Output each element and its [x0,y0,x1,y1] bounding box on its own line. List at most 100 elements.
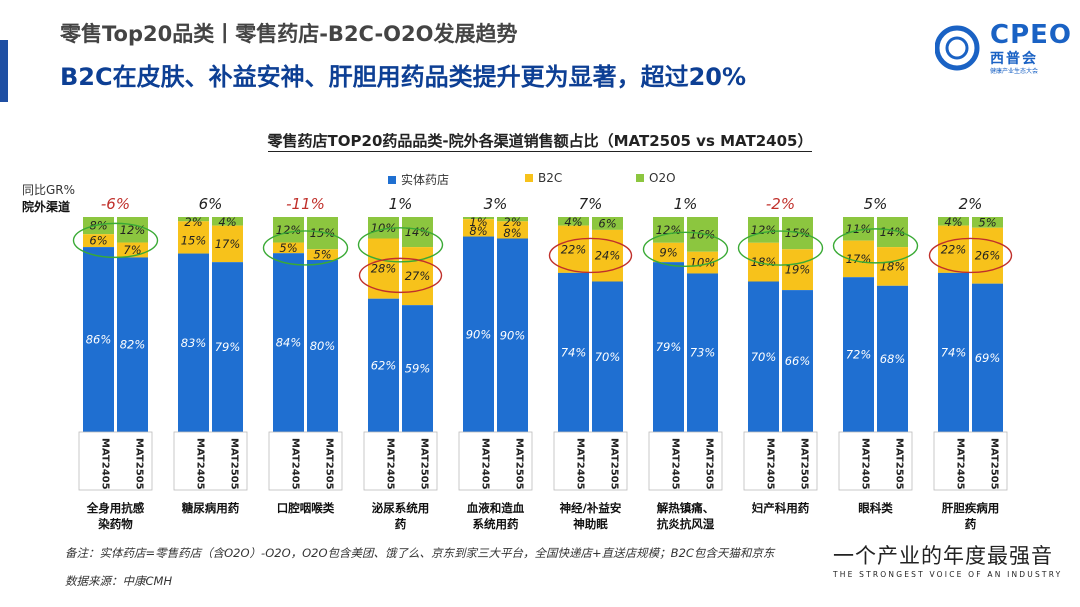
category-name-9-1: 药 [965,517,977,531]
bar-b2c-5-0 [558,225,589,273]
slogan-en: THE STRONGEST VOICE OF AN INDUSTRY [833,570,1063,579]
legend-store: 实体药店 [388,171,449,188]
period-label-7-1: MAT2505 [799,438,810,490]
bar-o2o-0-0 [83,217,114,235]
cpeo-logo-icon [935,25,980,71]
bar-b2c-0-0 [83,234,114,248]
period-label-2-1: MAT2505 [324,438,335,490]
period-label-8-1: MAT2505 [894,438,905,490]
accent-bar [0,40,8,102]
period-label-0-1: MAT2505 [134,438,145,490]
bar-b2c-7-1 [782,249,813,291]
gr-label-7: -2% [766,195,795,213]
logo-sub: 健康产业生态大会 [990,68,1039,75]
bar-o2o-5-1 [592,217,623,230]
bar-store-1-0 [178,253,209,432]
bar-o2o-2-1 [307,217,338,250]
period-label-9-1: MAT2505 [989,438,1000,490]
bar-b2c-4-1 [497,221,528,239]
label-o2o-0-0: 8% [89,219,107,233]
bar-store-6-1 [687,273,718,432]
bar-store-2-0 [273,253,304,432]
bar-store-7-1 [782,290,813,432]
category-box-9 [933,431,1008,491]
category-name-2-0: 口腔咽喉类 [277,501,335,515]
label-store-7-1: 66% [785,354,811,368]
header-title: 零售Top20品类丨零售药店-B2C-O2O发展趋势 [60,22,518,46]
bar-o2o-7-0 [748,217,779,243]
category-name-4-1: 系统用药 [473,517,519,531]
gr-label-0: -6% [101,195,130,213]
label-b2c-7-1: 19% [785,263,811,277]
label-store-7-0: 70% [751,350,777,364]
category-name-0-0: 全身用抗感 [86,501,145,515]
channel-label: 院外渠道 [22,200,71,214]
label-o2o-9-0: 4% [944,215,962,229]
footer-note: 备注：实体药店=零售药店（含O2O）-O2O，O2O包含美团、饿了么、京东到家三… [65,546,775,560]
label-b2c-5-0: 22% [561,242,587,256]
period-label-4-1: MAT2505 [514,438,525,490]
bar-o2o-4-1 [497,217,528,222]
label-store-1-0: 83% [181,336,207,350]
period-label-5-1: MAT2505 [609,438,620,490]
bar-o2o-4-0 [463,217,494,220]
bar-store-8-0 [843,277,874,432]
highlight-ellipse-red-3 [358,257,443,294]
label-b2c-0-1: 7% [123,243,141,257]
label-store-6-1: 73% [690,346,716,360]
period-label-8-0: MAT2405 [860,438,871,490]
period-label-2-0: MAT2405 [290,438,301,490]
label-b2c-2-0: 5% [279,241,297,255]
bar-b2c-7-0 [748,242,779,282]
bar-b2c-2-1 [307,249,338,260]
label-store-3-1: 59% [405,362,431,376]
category-name-9-0: 肝胆疾病用 [942,501,1000,515]
bar-store-9-0 [938,272,969,432]
period-label-5-0: MAT2405 [575,438,586,490]
period-label-7-0: MAT2405 [765,438,776,490]
highlight-ellipse-green-0 [72,222,159,259]
period-label-1-0: MAT2405 [195,438,206,490]
label-b2c-9-1: 26% [975,249,1001,263]
bar-store-1-1 [212,262,243,432]
bar-o2o-3-0 [368,217,399,239]
bar-o2o-8-1 [877,217,908,248]
label-store-5-0: 74% [561,345,587,359]
label-store-9-0: 74% [941,345,967,359]
label-b2c-1-0: 15% [181,233,207,247]
label-o2o-2-1: 15% [310,226,336,240]
label-o2o-1-0: 2% [184,215,202,229]
period-label-1-1: MAT2505 [229,438,240,490]
highlight-ellipse-red-5 [548,237,633,274]
bar-b2c-1-1 [212,225,243,263]
bar-store-2-1 [307,260,338,432]
bar-store-8-1 [877,285,908,432]
bar-o2o-9-0 [938,217,969,226]
gr-label-8: 5% [864,195,888,213]
highlight-ellipse-red-9 [928,237,1013,274]
category-name-6-1: 抗炎抗风湿 [657,517,715,531]
header-subtitle: B2C在皮肤、补益安神、肝胆用药品类提升更为显著，超过20% [60,63,747,91]
period-label-0-0: MAT2405 [100,438,111,490]
gr-label-5: 7% [579,195,603,213]
label-b2c-3-1: 27% [405,269,431,283]
label-o2o-1-1: 4% [218,215,236,229]
label-o2o-4-1: 2% [503,215,521,229]
label-store-8-1: 68% [880,352,906,366]
slogan: 一个产业的年度最强音 [833,544,1053,568]
bar-store-3-1 [402,305,433,432]
category-box-6 [648,431,723,491]
bar-o2o-1-0 [178,217,209,222]
label-b2c-7-0: 18% [751,255,777,269]
category-name-7-0: 妇产科用药 [751,501,810,515]
bar-store-0-1 [117,257,148,432]
bar-store-3-0 [368,298,399,432]
chart-title: 零售药店TOP20药品品类-院外各渠道销售额占比（MAT2505 vs MAT2… [267,132,813,152]
bar-store-9-1 [972,283,1003,432]
bar-o2o-1-1 [212,217,243,226]
label-o2o-5-1: 6% [598,216,616,230]
category-box-2 [268,431,343,491]
bar-store-4-0 [463,236,494,432]
label-store-5-1: 70% [595,350,621,364]
bar-b2c-2-0 [273,242,304,254]
